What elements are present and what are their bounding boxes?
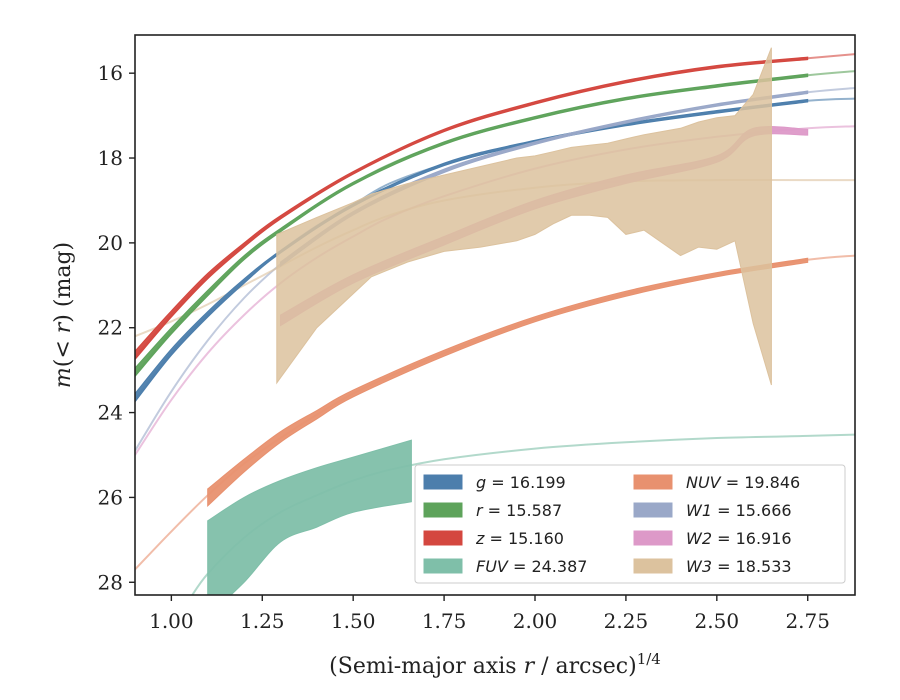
legend: g = 16.199 NUV = 19.846 r = 15.587 W1 = 15.… bbox=[414, 464, 846, 584]
legend-label-z: z = 15.160 bbox=[475, 529, 564, 548]
y-tick-label: 20 bbox=[98, 231, 123, 255]
y-tick-label: 16 bbox=[98, 61, 123, 85]
legend-swatch-nuv bbox=[633, 474, 673, 490]
legend-label-w1: W1 = 15.666 bbox=[686, 501, 792, 520]
legend-swatch-w1 bbox=[633, 502, 673, 518]
legend-swatch-g bbox=[423, 474, 463, 490]
legend-swatch-w2 bbox=[633, 530, 673, 546]
x-tick-label: 2.50 bbox=[695, 609, 740, 633]
profile-band-fuv bbox=[207, 439, 412, 595]
legend-swatch-r bbox=[423, 502, 463, 518]
y-tick-label: 26 bbox=[98, 485, 123, 509]
legend-label-w3: W3 = 18.533 bbox=[686, 557, 792, 576]
profile-band-w3 bbox=[276, 47, 772, 386]
profile-band-g bbox=[135, 98, 809, 403]
legend-label-r: r = 15.587 bbox=[476, 501, 562, 520]
plot-area bbox=[135, 47, 855, 595]
y-axis-ticks: 16 18 20 22 24 26 28 bbox=[98, 61, 135, 594]
legend-swatch-z bbox=[423, 530, 463, 546]
y-tick-label: 28 bbox=[98, 570, 123, 594]
x-tick-label: 1.50 bbox=[331, 609, 376, 633]
profile-band-r bbox=[135, 73, 809, 378]
y-tick-label: 22 bbox=[98, 316, 123, 340]
legend-label-g: g = 16.199 bbox=[476, 473, 566, 492]
y-axis-label: m(< r) (mag) bbox=[51, 242, 76, 388]
legend-label-nuv: NUV = 19.846 bbox=[686, 473, 800, 492]
profile-band-w1 bbox=[280, 90, 809, 268]
legend-swatch-fuv bbox=[423, 558, 463, 574]
legend-label-w2: W2 = 16.916 bbox=[686, 529, 792, 548]
y-tick-label: 24 bbox=[98, 401, 123, 425]
profile-band-z bbox=[135, 56, 809, 361]
legend-frame bbox=[414, 464, 846, 584]
x-axis-ticks: 1.00 1.25 1.50 1.75 2.00 2.25 2.50 2.75 bbox=[149, 595, 830, 633]
x-tick-label: 1.00 bbox=[149, 609, 194, 633]
y-tick-label: 18 bbox=[98, 146, 123, 170]
x-tick-label: 2.25 bbox=[604, 609, 649, 633]
profile-bands bbox=[135, 47, 809, 595]
x-tick-label: 2.75 bbox=[785, 609, 830, 633]
x-tick-label: 2.00 bbox=[513, 609, 558, 633]
legend-swatch-w3 bbox=[633, 558, 673, 574]
x-axis-label: (Semi-major axis r / arcsec)1/4 bbox=[329, 650, 661, 679]
profile-band-nuv bbox=[207, 257, 809, 508]
plot-frame bbox=[134, 34, 856, 596]
legend-label-fuv: FUV = 24.387 bbox=[476, 557, 587, 576]
x-tick-label: 1.75 bbox=[422, 609, 467, 633]
x-tick-label: 1.25 bbox=[240, 609, 285, 633]
